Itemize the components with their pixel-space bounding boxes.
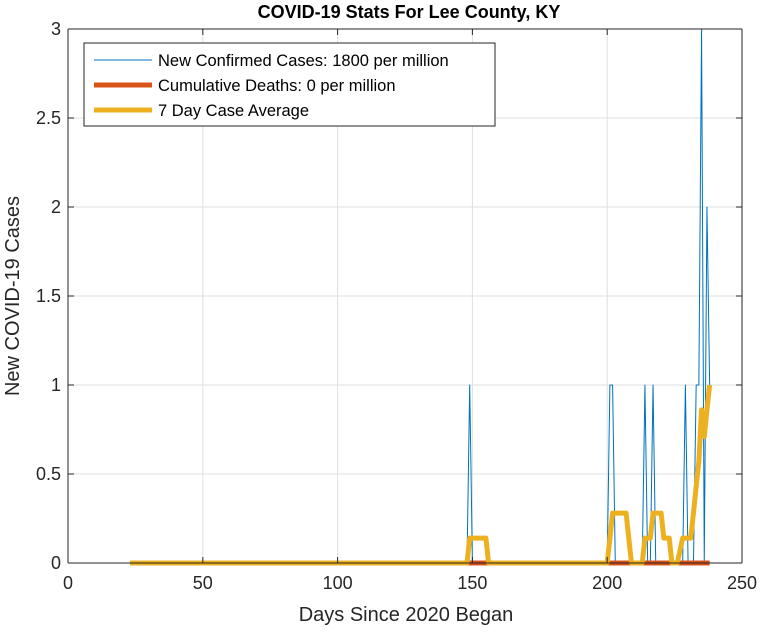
series-line-3 (130, 384, 713, 566)
x-tick-label: 50 (193, 573, 213, 593)
x-tick-label: 0 (63, 573, 73, 593)
y-axis-label: New COVID-19 Cases (2, 196, 24, 396)
chart-title: COVID-19 Stats For Lee County, KY (258, 2, 561, 22)
y-tick-label: 0 (51, 553, 61, 573)
legend-label: Cumulative Deaths: 0 per million (158, 77, 396, 95)
y-tick-label: 1 (51, 375, 61, 395)
x-axis-label: Days Since 2020 Began (299, 604, 514, 626)
x-tick-label: 100 (323, 573, 353, 593)
y-tick-label: 1.5 (36, 286, 61, 306)
y-tick-label: 2 (51, 197, 61, 217)
x-tick-label: 250 (727, 573, 757, 593)
x-tick-label: 150 (457, 573, 487, 593)
legend: New Confirmed Cases: 1800 per million Cum… (83, 42, 496, 127)
x-tick-label: 200 (592, 573, 622, 593)
legend-box (83, 42, 496, 127)
y-tick-label: 2.5 (36, 108, 61, 128)
legend-label: New Confirmed Cases: 1800 per million (158, 52, 449, 70)
y-tick-label: 3 (51, 19, 61, 39)
y-tick-label: 0.5 (36, 464, 61, 484)
legend-label: 7 Day Case Average (158, 102, 309, 120)
